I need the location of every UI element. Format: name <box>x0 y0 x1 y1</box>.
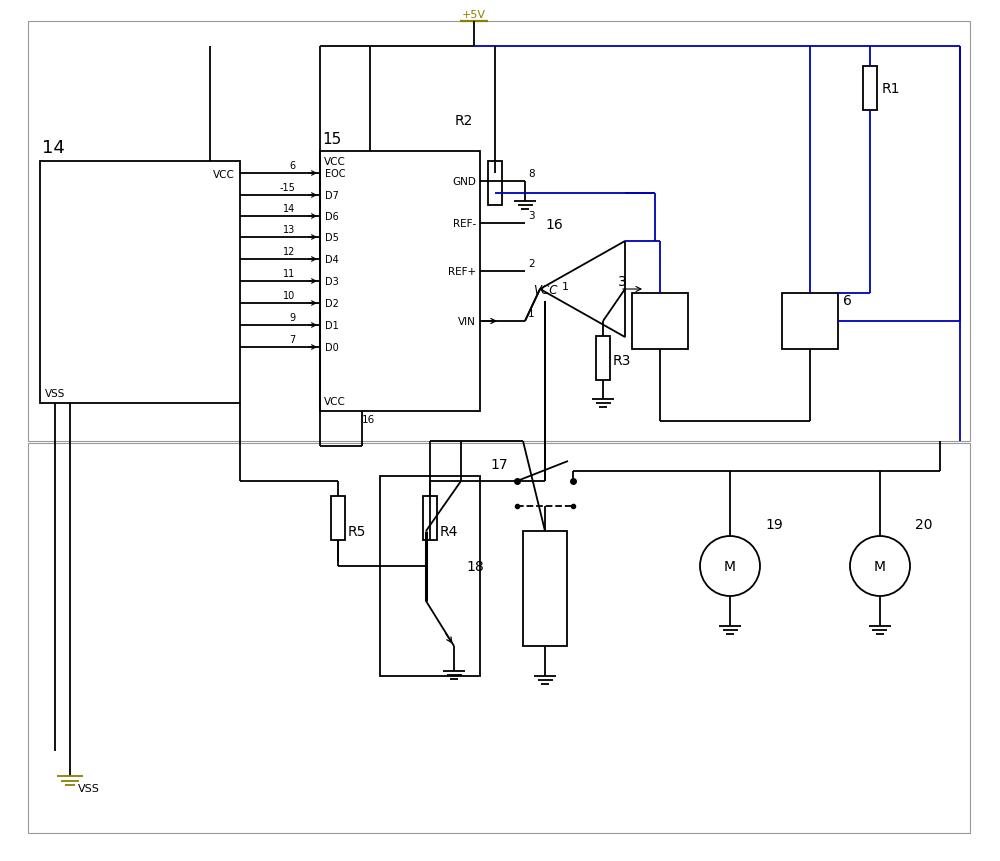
Text: 19: 19 <box>765 517 783 531</box>
Text: GND: GND <box>452 177 476 187</box>
Text: 6: 6 <box>843 294 852 307</box>
Text: 14: 14 <box>42 139 65 157</box>
Text: D1: D1 <box>325 320 339 331</box>
Text: R4: R4 <box>440 524 458 538</box>
Bar <box>380 476 480 676</box>
Text: M: M <box>724 560 736 573</box>
Bar <box>863 67 877 111</box>
Bar <box>331 497 345 541</box>
Text: R2: R2 <box>455 114 473 127</box>
Text: R3: R3 <box>613 354 631 368</box>
Text: REF+: REF+ <box>448 267 476 276</box>
Bar <box>488 162 502 206</box>
Text: 3: 3 <box>528 211 535 220</box>
Text: 7: 7 <box>289 335 295 344</box>
Text: M: M <box>874 560 886 573</box>
Text: D7: D7 <box>325 191 339 201</box>
Text: VSS: VSS <box>45 388 65 399</box>
Text: 13: 13 <box>283 225 295 235</box>
Text: R1: R1 <box>882 82 900 96</box>
Text: 10: 10 <box>283 291 295 300</box>
Text: 1: 1 <box>562 282 568 292</box>
Text: EOC: EOC <box>325 169 346 179</box>
Bar <box>28 22 970 442</box>
Text: -15: -15 <box>279 183 295 193</box>
Text: D2: D2 <box>325 299 339 308</box>
Text: D4: D4 <box>325 255 339 264</box>
Text: 17: 17 <box>490 457 508 472</box>
Text: VCC: VCC <box>324 397 346 406</box>
Text: 1: 1 <box>528 308 535 319</box>
Text: 18: 18 <box>466 560 484 573</box>
Text: 11: 11 <box>283 269 295 279</box>
Bar <box>40 162 240 404</box>
Text: REF-: REF- <box>453 219 476 229</box>
Bar <box>632 294 688 350</box>
Text: D5: D5 <box>325 232 339 243</box>
Bar <box>782 294 838 350</box>
Text: VCC: VCC <box>213 170 235 180</box>
Text: 8: 8 <box>528 169 535 179</box>
Text: D6: D6 <box>325 212 339 222</box>
Text: VCC: VCC <box>533 283 557 297</box>
Text: 9: 9 <box>289 313 295 323</box>
Text: VCC: VCC <box>324 157 346 167</box>
Text: R5: R5 <box>348 524 366 538</box>
Text: 6: 6 <box>289 161 295 170</box>
Bar <box>320 152 480 412</box>
Text: 2: 2 <box>528 258 535 269</box>
Text: 20: 20 <box>915 517 932 531</box>
Text: D3: D3 <box>325 276 339 287</box>
Text: VSS: VSS <box>78 784 100 793</box>
Text: 16: 16 <box>545 218 563 232</box>
Bar <box>523 531 567 647</box>
Text: 3: 3 <box>618 275 627 288</box>
Text: 14: 14 <box>283 204 295 214</box>
Text: D0: D0 <box>325 343 339 353</box>
Bar <box>596 337 610 381</box>
Text: 15: 15 <box>322 132 341 147</box>
Text: VIN: VIN <box>458 317 476 326</box>
Text: +5V: +5V <box>462 10 486 20</box>
Polygon shape <box>540 242 625 338</box>
Text: 12: 12 <box>283 247 295 257</box>
Bar <box>423 497 437 541</box>
Text: 16: 16 <box>362 414 375 424</box>
Bar <box>28 443 970 833</box>
